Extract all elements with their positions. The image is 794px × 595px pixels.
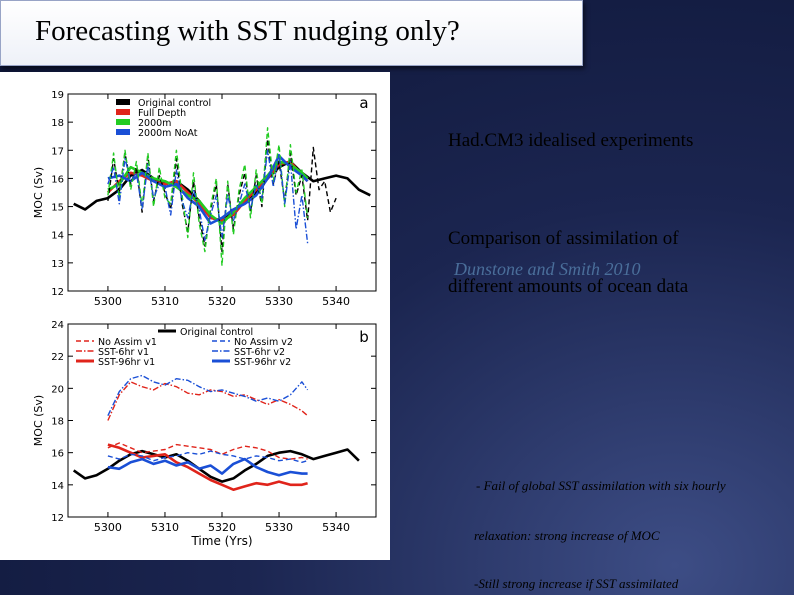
panel-a-xtick-label: 5330 (265, 295, 293, 308)
panel-b-xtick-label: 5320 (208, 521, 236, 534)
panel-a-ytick-label: 12 (51, 287, 64, 298)
panel-b-legend-label: SST-96hr v2 (234, 357, 291, 368)
panel-b-x-axis-label: Time (Yrs) (190, 534, 252, 548)
panel-b-series-no-assim-v2 (107, 450, 308, 463)
panel-a-xtick-label: 5310 (151, 295, 179, 308)
panel-b-legend-label: No Assim v1 (98, 337, 157, 348)
bullet-text-2: relaxation: strong increase of MOC (474, 528, 660, 543)
panel-b-ytick-label: 24 (51, 320, 64, 331)
panel-b-series-original-control (72, 448, 360, 483)
panel-a-legend-label: 2000m (138, 118, 171, 129)
panel-a-legend-label: Full Depth (138, 108, 186, 119)
panel-b-legend-label: SST-96hr v1 (98, 357, 155, 368)
panel-a-ytick-label: 16 (51, 174, 64, 185)
panel-b-xtick-label: 5330 (265, 521, 293, 534)
panel-b-xtick-label: 5310 (151, 521, 179, 534)
panel-b-legend-label: SST-6hr v2 (234, 347, 285, 358)
panel-b-series-sst-6hr-v1 (107, 381, 309, 421)
bullet-text-3: -Still strong increase if SST assimilate… (474, 576, 679, 591)
panel-a-series-extra-6 (107, 149, 309, 244)
panel-a-ytick-label: 14 (51, 231, 64, 242)
panel-a-ytick-label: 19 (51, 90, 64, 101)
panel-b-series-sst-6hr-v2 (107, 374, 309, 416)
panel-b-legend-label: No Assim v2 (234, 337, 293, 348)
panel-a-legend-label: Original control (138, 98, 211, 109)
panel-b-ytick-label: 18 (51, 417, 64, 428)
panel-b-series-no-assim-v1 (107, 442, 308, 460)
panel-a-xtick-label: 5320 (208, 295, 236, 308)
comparison-text-line1: Comparison of assimilation of (448, 228, 679, 249)
title-box: Forecasting with SST nudging only? (0, 0, 583, 66)
bullet-text-1: - Fail of global SST assimilation with s… (476, 478, 726, 493)
panel-a-ytick-label: 17 (51, 146, 64, 157)
panel-a-xtick-label: 5300 (94, 295, 122, 308)
citation-link[interactable]: Dunstone and Smith 2010 (454, 259, 641, 279)
moc-charts: 12 13 14 15 16 17 18 19 5300 5310 5320 5330 5340 MOC … (32, 90, 377, 548)
panel-b-series-sst-96hr-v2 (107, 457, 308, 477)
panel-b-panel-label: b (359, 328, 369, 346)
panel-a-panel-label: a (359, 94, 368, 112)
panel-b-series-sst-96hr-v1 (107, 443, 308, 492)
chart-panel: 12 13 14 15 16 17 18 19 5300 5310 5320 5330 5340 MOC … (0, 72, 390, 560)
panel-b-xtick-label: 5300 (94, 521, 122, 534)
panel-a-xtick-label: 5340 (322, 295, 350, 308)
panel-b-ytick-label: 14 (51, 481, 64, 492)
panel-a-y-axis-label: MOC (Sv) (32, 167, 45, 218)
panel-a-ytick-label: 15 (51, 203, 64, 214)
comparison-text-line2: different amounts of ocean data (448, 276, 689, 297)
panel-b-ytick-label: 12 (51, 513, 64, 524)
panel-b-y-axis-label: MOC (Sv) (32, 395, 45, 446)
panel-b-ytick-label: 20 (51, 384, 64, 395)
experiment-subtitle: Had.CM3 idealised experiments (448, 130, 694, 151)
panel-a-ytick-label: 13 (51, 259, 64, 270)
panel-b-xtick-label: 5340 (322, 521, 350, 534)
panel-b-ytick-label: 22 (51, 352, 64, 363)
panel-a-legend-label: 2000m NoAt (138, 128, 198, 139)
panel-a-ytick-label: 18 (51, 118, 64, 129)
panel-b-legend-label: SST-6hr v1 (98, 347, 149, 358)
slide-title: Forecasting with SST nudging only? (35, 15, 460, 47)
panel-b-legend-label: Original control (180, 327, 253, 338)
panel-b-ytick-label: 16 (51, 449, 64, 460)
